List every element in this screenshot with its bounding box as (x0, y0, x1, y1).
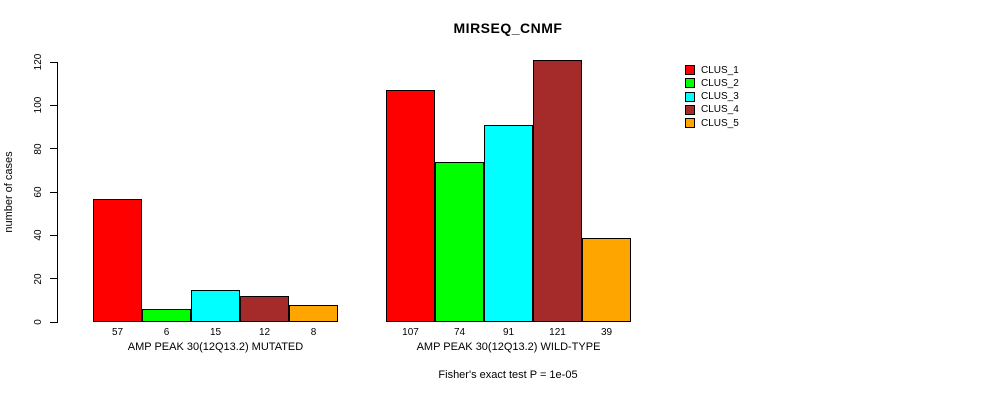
bar-clus_2-wild-type (435, 161, 484, 322)
legend-label: CLUS_1 (701, 64, 739, 76)
legend-swatch-clus_1 (685, 65, 695, 75)
bar-clus_4-wild-type (533, 59, 582, 322)
bar-clus_1-mutated (93, 198, 142, 322)
x-category-label: AMP PEAK 30(12Q13.2) MUTATED (127, 341, 304, 353)
y-axis-tick-label: 40 (33, 229, 44, 241)
y-axis-tick (50, 148, 57, 150)
legend-swatch-clus_3 (685, 91, 695, 102)
y-axis-tick-label: 60 (33, 186, 44, 198)
bar-value-label: 57 (111, 327, 124, 338)
bar-value-label: 107 (402, 327, 419, 338)
bar-clus_2-mutated (142, 309, 191, 322)
y-axis-label: number of cases (3, 151, 15, 233)
bar-value-label: 39 (600, 327, 613, 338)
y-axis-tick (50, 234, 57, 236)
bar-clus_1-wild-type (386, 90, 435, 322)
bar-clus_4-mutated (240, 296, 289, 322)
bar-value-label: 91 (502, 327, 515, 338)
legend-label: CLUS_4 (701, 104, 739, 116)
x-category-label: AMP PEAK 30(12Q13.2) WILD-TYPE (416, 341, 601, 353)
bar-value-label: 74 (453, 327, 466, 338)
chart-title: MIRSEQ_CNMF (453, 20, 563, 36)
bar-value-label: 121 (549, 327, 566, 338)
bar-value-label: 8 (310, 327, 317, 338)
legend-label: CLUS_3 (701, 91, 739, 103)
legend-label: CLUS_5 (701, 117, 739, 129)
legend-swatch-clus_4 (685, 104, 695, 115)
y-axis-tick (50, 61, 57, 63)
caption: Fisher's exact test P = 1e-05 (438, 369, 578, 381)
bar-clus_3-mutated (191, 289, 240, 322)
bar-value-label: 6 (163, 327, 170, 338)
y-axis-tick (50, 104, 57, 106)
y-axis-tick-label: 80 (33, 143, 44, 155)
y-axis-line (57, 62, 58, 323)
legend-swatch-clus_2 (685, 78, 695, 89)
y-axis-tick (50, 191, 57, 193)
y-axis-tick (50, 278, 57, 280)
y-axis-tick-label: 120 (33, 53, 44, 71)
bar-clus_5-mutated (289, 304, 338, 322)
bar-clus_3-wild-type (484, 124, 533, 322)
y-axis-tick (50, 321, 57, 323)
y-axis-tick-label: 20 (33, 273, 44, 285)
y-axis-tick-label: 0 (33, 319, 44, 325)
bar-clus_5-wild-type (582, 237, 631, 322)
y-axis-tick-label: 100 (33, 96, 44, 114)
legend-label: CLUS_2 (701, 77, 739, 89)
bar-value-label: 15 (209, 327, 222, 338)
legend-swatch-clus_5 (685, 118, 695, 129)
bar-value-label: 12 (258, 327, 271, 338)
